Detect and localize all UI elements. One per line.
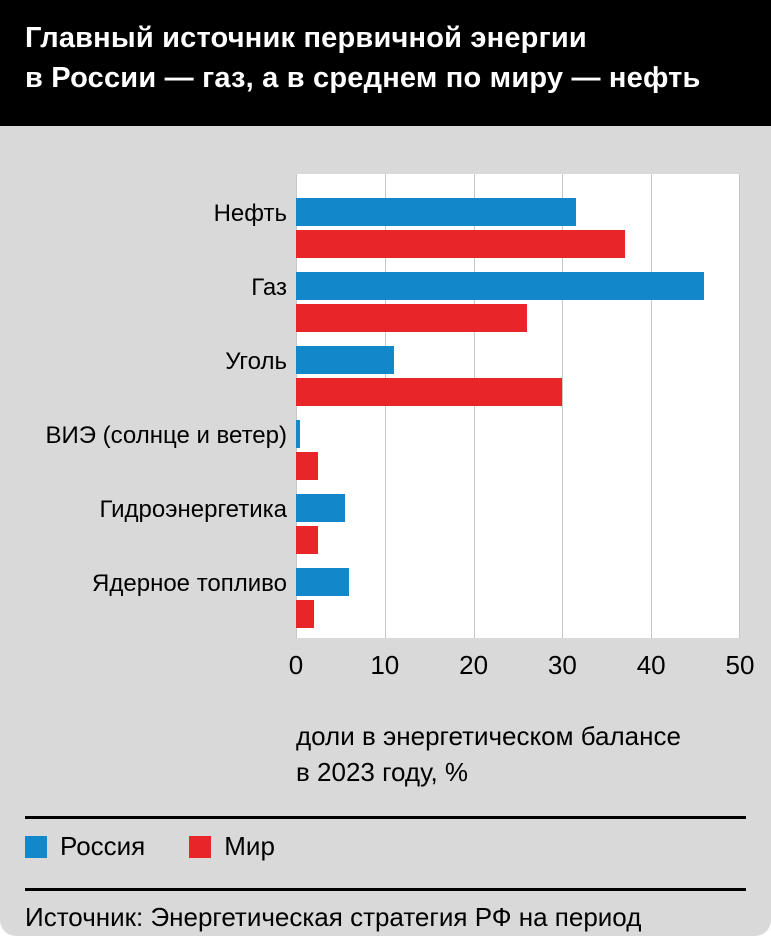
bar-мир xyxy=(296,600,314,628)
category-label: Гидроэнергетика xyxy=(99,496,288,523)
bar-россия xyxy=(296,346,394,374)
separator-bottom xyxy=(25,888,746,891)
bar-мир xyxy=(296,304,527,332)
bar-group xyxy=(296,272,740,332)
source-line1: Источник: Энергетическая стратегия РФ на… xyxy=(25,902,642,932)
bar-мир xyxy=(296,230,625,258)
legend-label: Мир xyxy=(224,831,275,861)
chart-title-line2: в России — газ, а в среднем по миру — не… xyxy=(25,62,701,94)
category-label: Уголь xyxy=(225,348,287,375)
gridline-50 xyxy=(739,174,740,638)
bar-group xyxy=(296,568,740,628)
legend-swatch xyxy=(189,835,212,858)
category-labels: Нефть Газ Уголь ВИЭ (солнце и ветер) Гидроэн… xyxy=(0,174,296,638)
x-tick-label: 20 xyxy=(459,650,489,680)
category-label: Нефть xyxy=(213,200,287,227)
separator-top xyxy=(25,816,746,819)
legend-label: Россия xyxy=(60,831,146,861)
category-label: ВИЭ (солнце и ветер) xyxy=(45,422,287,449)
source-note: Источник: Энергетическая стратегия РФ на… xyxy=(25,900,746,936)
gridline-20 xyxy=(473,174,475,638)
plot-area xyxy=(296,174,740,638)
category-label: Газ xyxy=(251,274,287,301)
bar-мир xyxy=(296,378,563,406)
bar-россия xyxy=(296,198,576,226)
bar-россия xyxy=(296,494,345,522)
legend-item-мир: Мир xyxy=(189,831,275,862)
x-axis-label: доли в энергетическом балансе в 2023 год… xyxy=(296,718,740,790)
chart-title-line1: Главный источник первичной энергии xyxy=(25,22,587,54)
chart-title: Главный источник первичной энергии в Рос… xyxy=(0,0,771,126)
bar-chart: Нефть Газ Уголь ВИЭ (солнце и ветер) Гидроэн… xyxy=(0,174,771,638)
x-tick-label: 0 xyxy=(288,650,304,680)
gridline-30 xyxy=(562,174,564,638)
bar-россия xyxy=(296,568,350,596)
gridline-0 xyxy=(296,174,297,638)
bar-group xyxy=(296,494,740,554)
x-tick-label: 40 xyxy=(636,650,666,680)
x-tick-label: 10 xyxy=(370,650,400,680)
bar-group xyxy=(296,346,740,406)
bar-мир xyxy=(296,526,319,554)
legend-swatch xyxy=(25,835,47,858)
x-tick-label: 30 xyxy=(547,650,577,680)
x-tick-label: 50 xyxy=(725,650,755,680)
gridline-10 xyxy=(384,174,386,638)
bar-россия xyxy=(296,272,705,300)
x-axis-ticks: 0 10 20 30 40 50 xyxy=(289,650,755,682)
legend: Россия Мир xyxy=(25,831,746,862)
bar-россия xyxy=(296,420,301,448)
bar-мир xyxy=(296,452,319,480)
gridline-40 xyxy=(651,174,653,638)
bar-group xyxy=(296,420,740,480)
x-axis-label-line2: в 2023 году, % xyxy=(296,757,469,787)
category-label: Ядерное топливо xyxy=(92,570,287,597)
legend-item-россия: Россия xyxy=(25,831,145,862)
x-axis-label-line1: доли в энергетическом балансе xyxy=(296,721,681,751)
bar-group xyxy=(296,198,740,258)
